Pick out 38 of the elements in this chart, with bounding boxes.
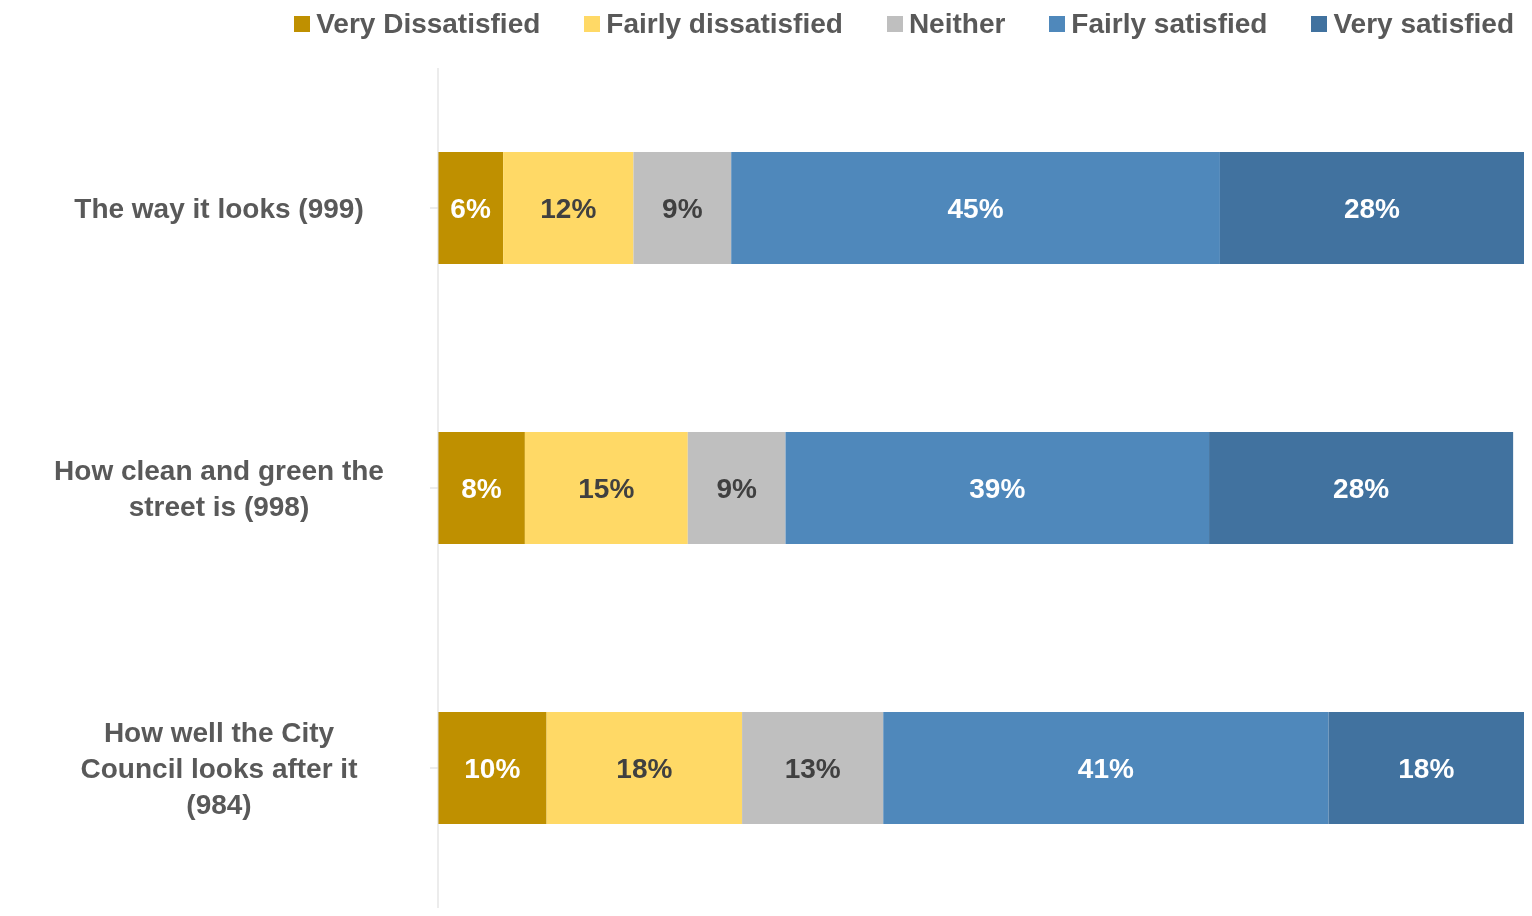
bar: [546, 712, 743, 824]
y-tick-label: How well the City Council looks after it (984): [80, 716, 358, 820]
legend-label: Fairly satisfied: [1070, 8, 1268, 40]
bar: [1219, 152, 1524, 264]
bar: [438, 152, 504, 264]
bar: [524, 432, 688, 544]
bar: [633, 152, 732, 264]
data-label: 28%: [1333, 472, 1390, 504]
bar: [1328, 712, 1524, 824]
bar: [742, 712, 884, 824]
data-label: 8%: [461, 472, 502, 504]
bar: [785, 432, 1210, 544]
bar: [1209, 432, 1514, 544]
bar: [731, 152, 1220, 264]
data-label: 13%: [784, 752, 841, 784]
data-label: 28%: [1343, 192, 1401, 224]
legend-label: Very Dissatisfied: [315, 8, 541, 40]
data-label: 9%: [662, 192, 703, 224]
bar: [883, 712, 1329, 824]
bar: [687, 432, 786, 544]
data-label: 39%: [969, 472, 1026, 504]
data-label: 9%: [716, 472, 757, 504]
bar: [438, 432, 525, 544]
data-label: 12%: [540, 192, 597, 224]
legend-label: Fairly dissatisfied: [605, 8, 843, 40]
y-tick-label: The way it looks (999): [74, 192, 364, 224]
bar: [438, 712, 547, 824]
data-label: 18%: [1398, 752, 1455, 784]
data-label: 15%: [578, 472, 635, 504]
legend-label: Neither: [907, 8, 1006, 40]
bar: [503, 152, 634, 264]
data-label: 41%: [1077, 752, 1135, 784]
data-label: 10%: [464, 752, 521, 784]
data-label: 45%: [947, 192, 1004, 224]
data-label: 18%: [616, 752, 673, 784]
legend-label: Very satisfied: [1332, 8, 1514, 40]
y-tick-label: How clean and green the street is (998): [54, 454, 384, 522]
data-label: 6%: [450, 192, 491, 224]
